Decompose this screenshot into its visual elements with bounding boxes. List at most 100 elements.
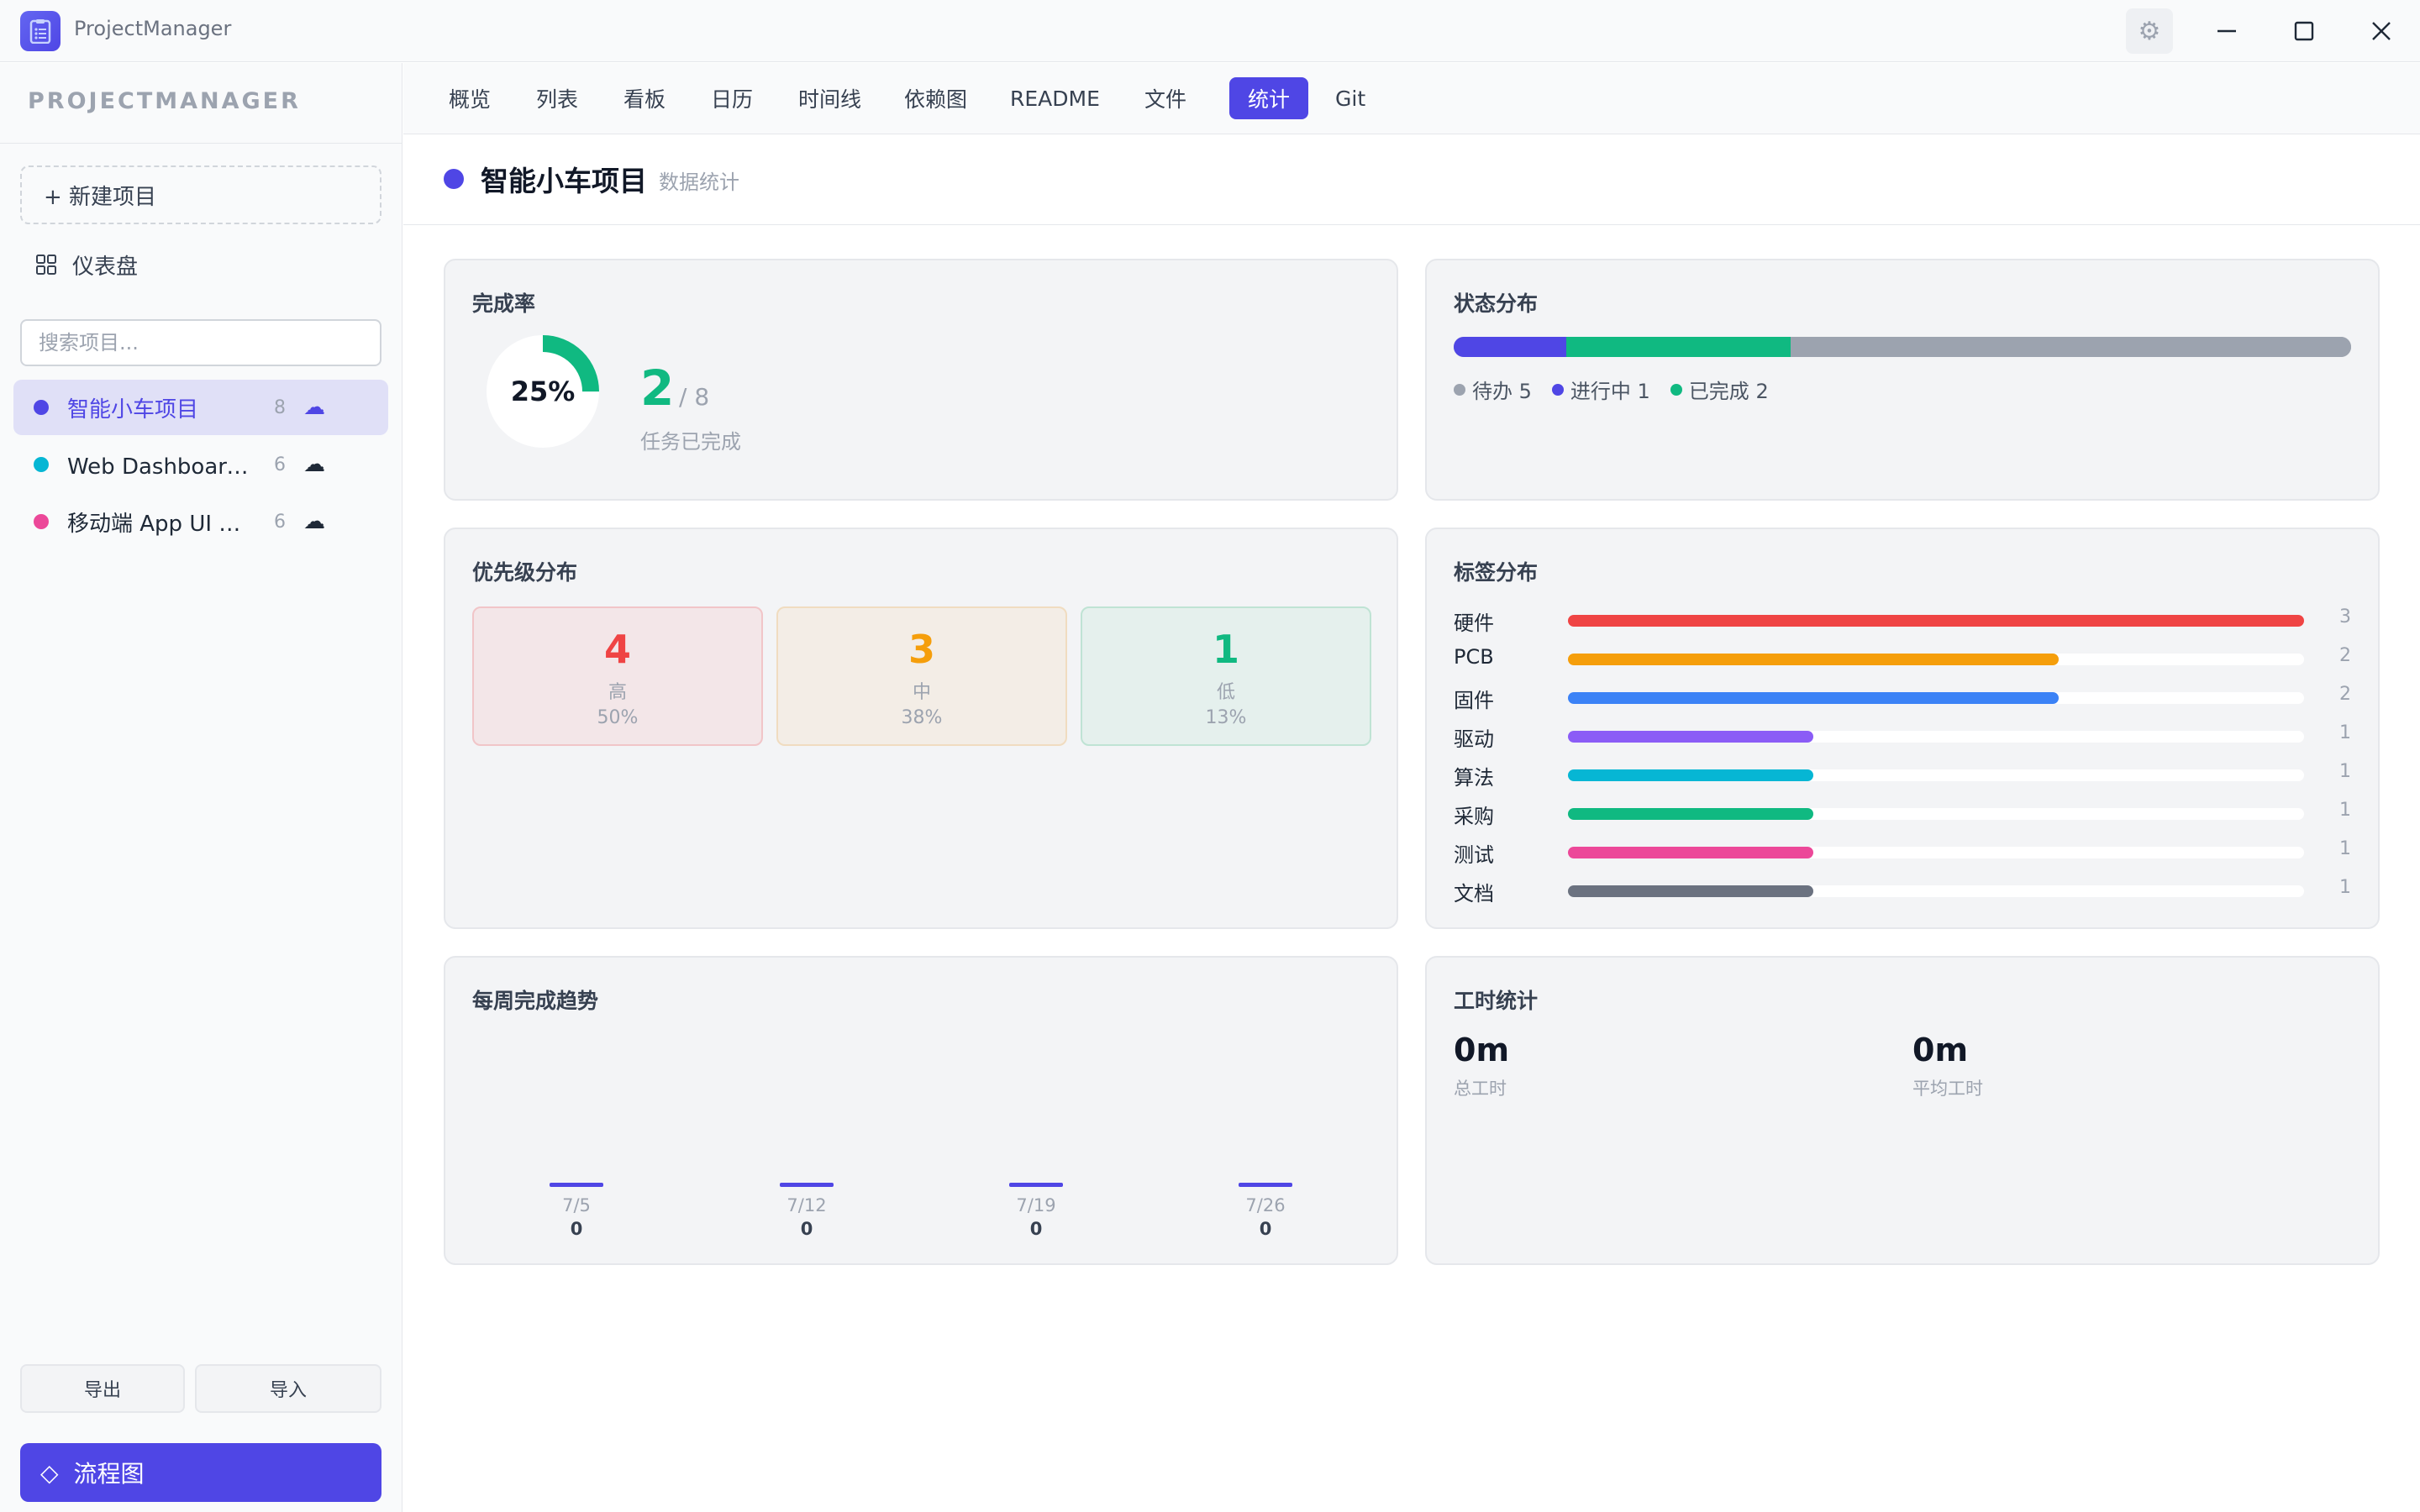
tag-row: 硬件 3 (1454, 603, 2351, 637)
week-column: 7/19 0 (994, 1183, 1078, 1239)
card-title: 状态分布 (1454, 291, 1539, 316)
tag-row: 算法 1 (1454, 758, 2351, 791)
card-title: 每周完成趋势 (472, 989, 599, 1013)
project-color-dot (34, 514, 49, 529)
card-title: 优先级分布 (472, 560, 578, 585)
week-column: 7/12 0 (765, 1183, 849, 1239)
weekly-trend-card: 每周完成趋势 7/5 0 7/12 0 7/19 0 7/26 0 (444, 956, 1398, 1265)
page-title: 智能小车项目 (481, 165, 647, 197)
maximize-button[interactable] (2274, 10, 2334, 52)
tab-calendar[interactable]: 日历 (711, 87, 754, 112)
work-hours-card: 工时统计 0m 总工时 0m 平均工时 (1425, 956, 2380, 1265)
week-date: 7/5 (562, 1195, 591, 1215)
tag-row: 文档 1 (1454, 874, 2351, 907)
app-title: ProjectManager (74, 17, 232, 40)
legend-label: 进行中 1 (1570, 380, 1650, 403)
flowchart-label: 流程图 (73, 1460, 145, 1488)
close-icon (2372, 22, 2391, 40)
week-date: 7/26 (1245, 1195, 1286, 1215)
tag-bar-track (1568, 847, 2304, 858)
tab-files[interactable]: 文件 (1144, 87, 1187, 112)
project-header: 智能小车项目 数据统计 (403, 135, 2420, 225)
grid-icon (36, 255, 56, 275)
tag-bar-track (1568, 654, 2304, 665)
tab-kanban[interactable]: 看板 (623, 87, 666, 112)
tab-overview[interactable]: 概览 (449, 87, 492, 112)
tag-count: 1 (2339, 761, 2351, 782)
tag-bar-track (1568, 692, 2304, 704)
tag-bar-fill (1568, 731, 1813, 743)
week-value: 0 (570, 1219, 583, 1239)
tag-bar-track (1568, 885, 2304, 897)
new-project-button[interactable]: + 新建项目 (20, 165, 381, 224)
settings-gear-icon[interactable]: ⚙ (2126, 8, 2173, 54)
card-title: 完成率 (472, 291, 536, 316)
tab-timeline[interactable]: 时间线 (798, 87, 862, 112)
diamond-icon: ◇ (40, 1458, 59, 1487)
total-hours-value: 0m (1454, 1032, 1510, 1068)
sidebar: PROJECTMANAGER + 新建项目 仪表盘 智能小车项目 8 ☁ Web… (0, 63, 402, 1512)
project-color-dot (34, 400, 49, 415)
tag-row: 驱动 1 (1454, 719, 2351, 753)
total-hours-label: 总工时 (1454, 1079, 1507, 1099)
status-segment (1454, 337, 1566, 357)
search-input[interactable] (20, 319, 381, 366)
sidebar-item-dashboard[interactable]: 仪表盘 (20, 239, 381, 290)
legend-dot (1670, 383, 1682, 396)
tab-readme[interactable]: README (1010, 86, 1100, 111)
tag-name: 文档 (1454, 882, 1494, 906)
tab-dependency-graph[interactable]: 依赖图 (904, 87, 968, 112)
week-value: 0 (800, 1219, 813, 1239)
tag-bar-track (1568, 731, 2304, 743)
tab-list[interactable]: 列表 (536, 87, 579, 112)
week-bar (1239, 1183, 1292, 1187)
tag-count: 1 (2339, 838, 2351, 859)
priority-label: 中 (912, 682, 931, 703)
tag-name: 测试 (1454, 843, 1494, 867)
tag-bar-track (1568, 615, 2304, 627)
project-item[interactable]: 智能小车项目 8 ☁ (13, 380, 388, 435)
status-segment (1565, 337, 1791, 357)
priority-high-box: 4 高 50% (472, 606, 763, 746)
week-column: 7/26 0 (1223, 1183, 1307, 1239)
project-task-count: 8 (274, 396, 286, 418)
tag-bar-fill (1568, 615, 2304, 627)
tab-git[interactable]: Git (1335, 86, 1366, 111)
tag-count: 1 (2339, 800, 2351, 821)
tag-name: 硬件 (1454, 612, 1494, 635)
export-button[interactable]: 导出 (20, 1364, 185, 1413)
priority-percent: 50% (597, 707, 639, 728)
priority-percent: 13% (1205, 707, 1247, 728)
project-task-count: 6 (274, 511, 286, 533)
week-date: 7/19 (1016, 1195, 1056, 1215)
tag-name: 固件 (1454, 689, 1494, 712)
week-column: 7/5 0 (534, 1183, 618, 1239)
tag-bar-track (1568, 769, 2304, 781)
legend-item: 进行中 1 (1551, 375, 1650, 404)
legend-label: 待办 5 (1472, 380, 1532, 403)
project-item[interactable]: 移动端 App UI 设计 6 ☁ (13, 494, 388, 549)
flowchart-button[interactable]: ◇ 流程图 (20, 1443, 381, 1502)
tag-name: 驱动 (1454, 727, 1494, 751)
legend-dot (1551, 383, 1564, 396)
minimize-button[interactable] (2196, 10, 2257, 52)
priority-medium-box: 3 中 38% (776, 606, 1067, 746)
import-button[interactable]: 导入 (195, 1364, 381, 1413)
legend-label: 已完成 2 (1688, 380, 1769, 403)
status-legend: 待办 5 进行中 1 已完成 2 (1454, 375, 1789, 404)
tab-statistics[interactable]: 统计 (1229, 77, 1309, 119)
week-bar (550, 1183, 603, 1187)
tag-name: 算法 (1454, 766, 1494, 790)
average-hours-label: 平均工时 (1912, 1079, 1983, 1099)
tag-bar-fill (1568, 654, 2059, 665)
completion-percent: 25% (510, 375, 576, 407)
view-tabs: 概览 列表 看板 日历 时间线 依赖图 README 文件 统计 Git (403, 63, 2420, 134)
status-stacked-bar (1454, 337, 2351, 357)
priority-low-box: 1 低 13% (1081, 606, 1371, 746)
close-button[interactable] (2351, 10, 2412, 52)
project-item[interactable]: Web Dashboard 重构 6 ☁ (13, 437, 388, 492)
cloud-icon: ☁ (303, 395, 325, 420)
priority-count: 1 (1212, 627, 1239, 672)
project-name: 移动端 App UI 设计 (67, 511, 260, 537)
legend-item: 待办 5 (1454, 375, 1532, 404)
